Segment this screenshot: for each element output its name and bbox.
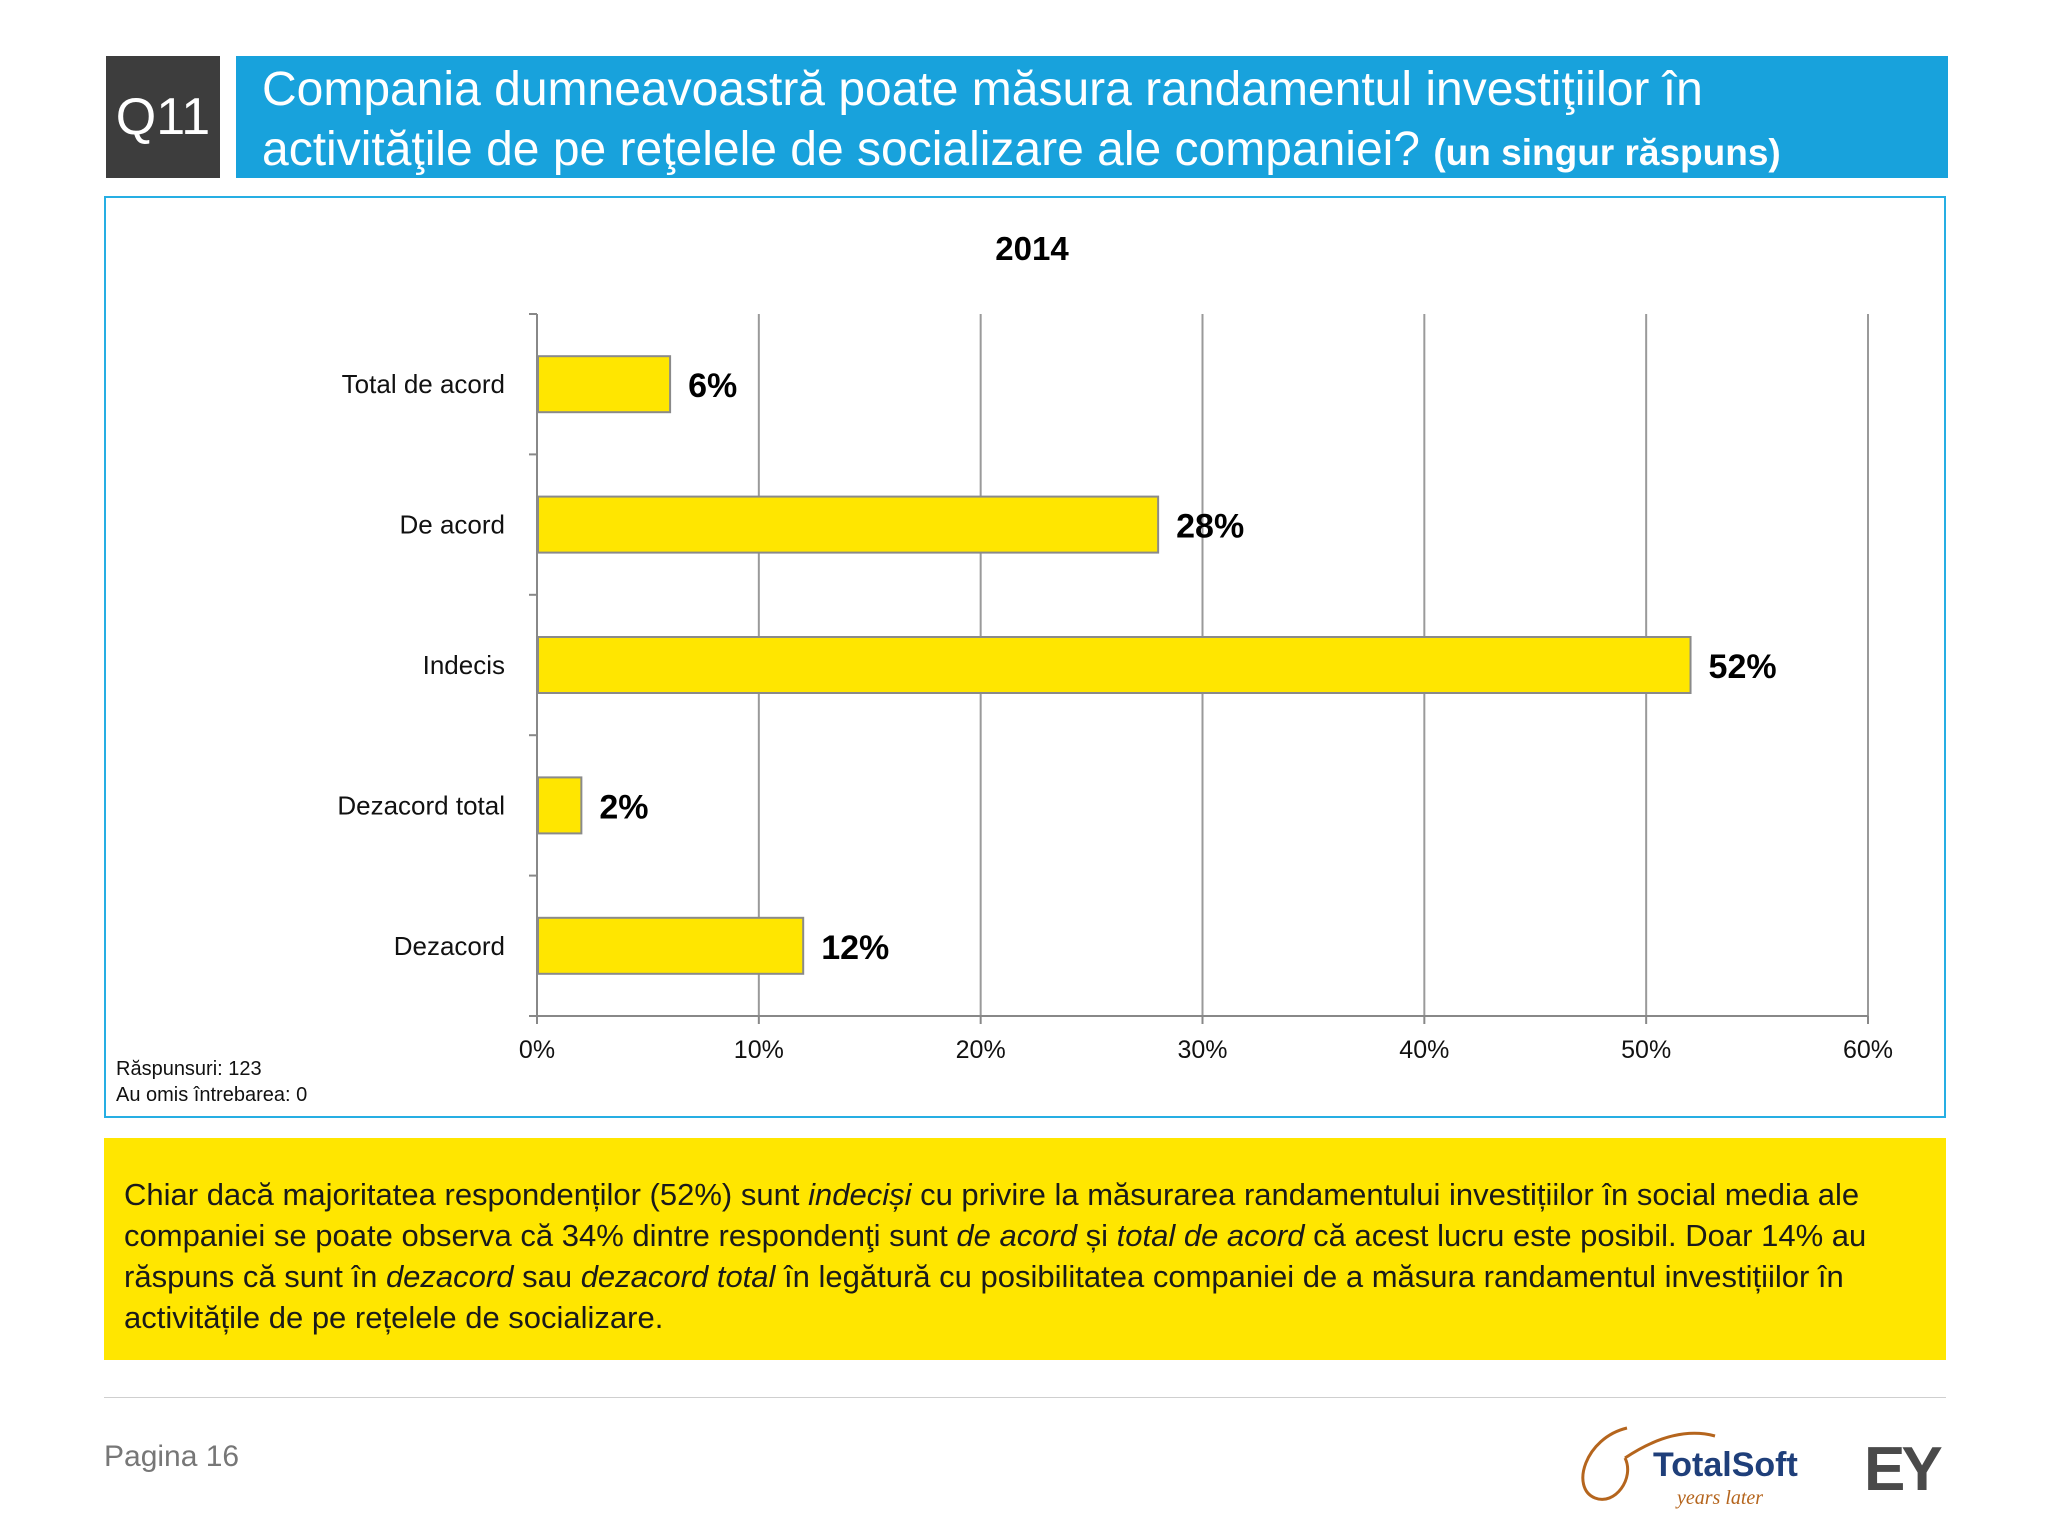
value-label: 6%: [688, 367, 737, 405]
x-tick-label: 0%: [519, 1036, 555, 1064]
bar: [537, 916, 805, 975]
question-badge: Q11: [106, 56, 220, 178]
category-label: Total de acord: [342, 369, 505, 399]
chart-title: 2014: [995, 230, 1069, 267]
question-title-line2-wrap: activităţile de pe reţelele de socializa…: [262, 120, 1948, 183]
question-title: Compania dumneavoastră poate măsura rand…: [236, 56, 1948, 178]
value-label: 2%: [599, 788, 648, 826]
x-tick-label: 60%: [1843, 1036, 1893, 1064]
bar: [537, 355, 672, 414]
x-tick-label: 50%: [1621, 1036, 1671, 1064]
x-tick-label: 10%: [734, 1036, 784, 1064]
category-label: De acord: [400, 510, 506, 540]
summary-text-2: cu privire la măsurarea randamentului in…: [124, 1177, 1860, 1253]
summary-emph-5: dezacord total: [580, 1259, 776, 1294]
value-label: 28%: [1176, 508, 1244, 546]
summary-text-1: Chiar dacă majoritatea respondenților (5…: [124, 1177, 809, 1212]
skipped-count: Au omis întrebarea: 0: [116, 1084, 308, 1106]
summary-emph-3: total de acord: [1116, 1218, 1305, 1253]
question-title-note: (un singur răspuns): [1433, 132, 1781, 173]
category-label: Dezacord total: [337, 790, 505, 820]
summary-text-4: că acest lucru este posibil. Doar 14% au…: [124, 1218, 1867, 1294]
totalsoft-wordmark: TotalSoft: [1653, 1446, 1798, 1484]
category-label: Indecis: [423, 650, 505, 680]
summary-text-5: sau: [513, 1259, 581, 1294]
ey-logo: EY: [1864, 1435, 1943, 1504]
summary-text-3: și: [1077, 1218, 1117, 1253]
x-tick-label: 30%: [1177, 1036, 1227, 1064]
summary-emph-4: dezacord: [385, 1259, 514, 1294]
totalsoft-tagline: years later: [1675, 1487, 1763, 1509]
responses-count: Răspunsuri: 123: [116, 1058, 262, 1080]
bar-chart: 2014 0% 10% 20% 30% 40% 50% 60% Total de acord 6…: [337, 230, 1893, 1064]
summary-text-6: în legătură cu posibilitatea companiei d…: [124, 1259, 1844, 1335]
summary-emph-1: indeciși: [808, 1177, 912, 1212]
summary-emph-2: de acord: [956, 1218, 1077, 1253]
totalsoft-logo: TotalSoft years later: [1581, 1426, 1798, 1509]
x-tick-label: 20%: [956, 1036, 1006, 1064]
chart-panel: 2014 0% 10% 20% 30% 40% 50% 60% Total de acord 6…: [104, 196, 1946, 1118]
footer-divider: [104, 1397, 1946, 1398]
value-label: 52%: [1709, 648, 1777, 686]
category-label: Dezacord: [394, 931, 505, 961]
x-tick-label: 40%: [1399, 1036, 1449, 1064]
question-title-line2: activităţile de pe reţelele de socializa…: [262, 123, 1420, 176]
bar: [537, 776, 583, 835]
question-title-line1: Compania dumneavoastră poate măsura rand…: [262, 63, 1703, 116]
totalsoft-swoosh-icon: [1581, 1426, 1716, 1501]
bar: [537, 495, 1160, 554]
value-label: 12%: [821, 929, 889, 967]
bar: [537, 636, 1692, 694]
summary-box: Chiar dacă majoritatea respondenților (5…: [104, 1138, 1946, 1360]
page-number: Pagina 16: [104, 1440, 240, 1473]
